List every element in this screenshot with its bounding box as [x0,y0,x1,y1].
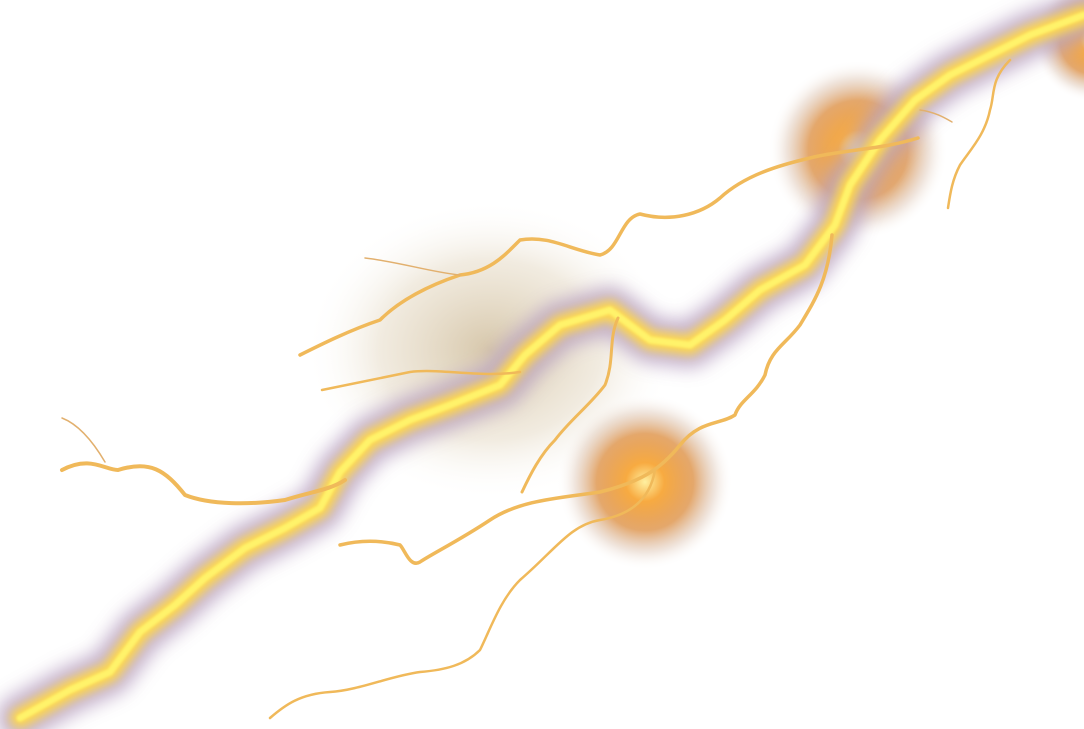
branch-mid [320,369,522,392]
branch-top-wisp [364,257,461,276]
branch-right-down [946,58,1012,210]
branch-down-center [520,316,620,494]
bolt-branches [60,58,1012,720]
flare-lower [557,394,733,570]
branch-left-upper [60,461,347,506]
branch-lower [338,233,834,565]
branch-right-spur [919,109,953,123]
branch-top [298,136,920,357]
branch-bottom-long [268,468,657,720]
branch-left-tail [61,417,106,463]
main-bolt-core [16,11,1084,722]
